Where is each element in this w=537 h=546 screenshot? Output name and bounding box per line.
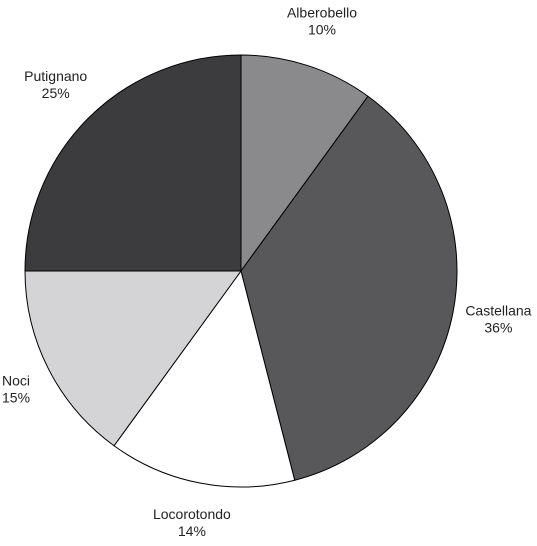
slice-name-castellana: Castellana [465,303,531,319]
slice-name-alberobello: Alberobello [287,4,357,20]
pie-slice-noci [24,270,242,447]
slice-percent-locorotondo: 14% [178,523,206,539]
slice-name-locorotondo: Locorotondo [153,506,231,522]
slice-percent-putignano: 25% [42,85,70,101]
labels-layer: Alberobello 10% Castellana 36% Locorotondo 14… [2,4,532,539]
slice-name-putignano: Putignano [24,68,87,84]
slice-percent-alberobello: 10% [308,21,336,37]
slice-name-noci: Noci [2,372,30,388]
pie-slice-locorotondo [113,269,296,488]
slice-label-locorotondo: Locorotondo 14% [153,506,231,539]
pie-slice-putignano [24,54,242,272]
pie-slice-alberobello [240,54,369,273]
slice-label-castellana: Castellana 36% [465,303,531,336]
slices-layer [24,54,458,488]
slice-label-putignano: Putignano 25% [24,68,87,101]
slice-percent-castellana: 36% [484,320,512,336]
slice-label-alberobello: Alberobello 10% [287,4,357,37]
pie-slice-castellana [240,95,458,481]
slice-label-noci: Noci 15% [2,372,30,405]
slice-percent-noci: 15% [2,389,30,405]
